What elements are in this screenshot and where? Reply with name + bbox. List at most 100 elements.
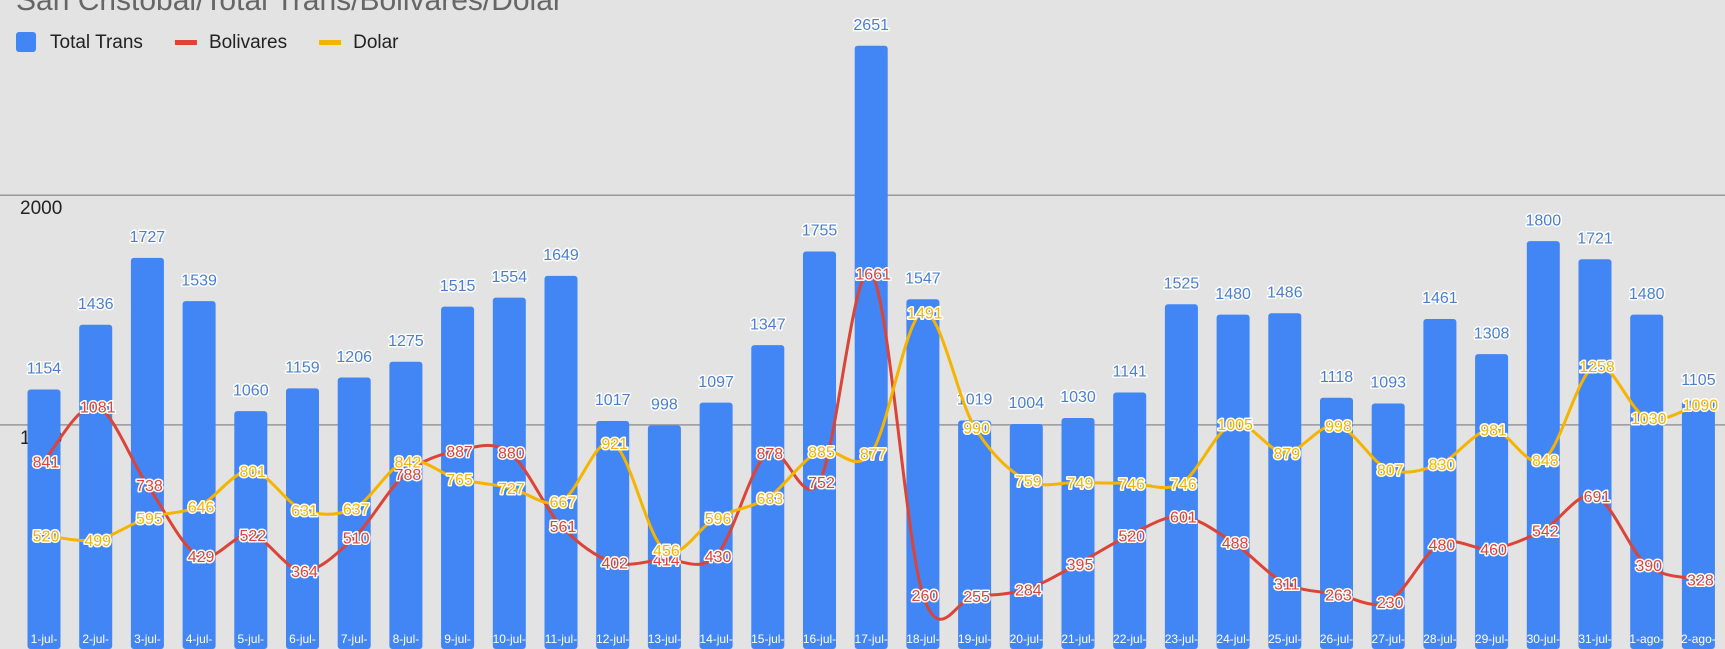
line-value-label: 429 bbox=[188, 549, 215, 566]
bar-value-label: 1727 bbox=[130, 229, 166, 246]
line-value-label: 841 bbox=[33, 455, 60, 472]
bar bbox=[1009, 423, 1043, 649]
bar-value-label: 1093 bbox=[1370, 375, 1406, 392]
x-tick-label: 27-jul- bbox=[1372, 632, 1405, 646]
bar bbox=[27, 389, 61, 649]
x-tick-label: 9-jul- bbox=[444, 632, 471, 646]
line-value-label: 848 bbox=[1532, 453, 1559, 470]
line-value-label: 1258 bbox=[1579, 359, 1615, 376]
x-tick-label: 5-jul- bbox=[237, 632, 264, 646]
bar-value-label: 1800 bbox=[1526, 212, 1562, 229]
line-value-label: 542 bbox=[1532, 523, 1559, 540]
line-value-label: 390 bbox=[1635, 558, 1662, 575]
line-value-label: 284 bbox=[1015, 583, 1042, 600]
x-tick-label: 18-jul- bbox=[906, 632, 939, 646]
x-tick-label: 29-jul- bbox=[1475, 632, 1508, 646]
x-tick-label: 2-jul- bbox=[82, 632, 109, 646]
line-value-label: 830 bbox=[1429, 457, 1456, 474]
bar-value-label: 1755 bbox=[802, 223, 838, 240]
bar-value-label: 1159 bbox=[285, 360, 320, 377]
bar-value-label: 1275 bbox=[388, 333, 424, 350]
bar-value-label: 1141 bbox=[1112, 364, 1147, 381]
x-tick-label: 28-jul- bbox=[1423, 632, 1456, 646]
bar bbox=[854, 45, 888, 649]
x-tick-label: 12-jul- bbox=[596, 632, 629, 646]
bar-value-label: 1097 bbox=[698, 374, 734, 391]
line-value-label: 879 bbox=[1273, 446, 1300, 463]
bar bbox=[596, 420, 630, 649]
line-value-label: 430 bbox=[705, 549, 732, 566]
line-value-label: 1081 bbox=[80, 399, 116, 416]
bar-value-label: 2651 bbox=[853, 17, 889, 34]
line-value-label: 738 bbox=[136, 478, 163, 495]
line-value-label: 842 bbox=[395, 454, 422, 471]
line-value-label: 801 bbox=[239, 464, 266, 481]
legend-label: Dolar bbox=[353, 32, 399, 53]
bar bbox=[79, 324, 113, 649]
x-tick-label: 23-jul- bbox=[1165, 632, 1198, 646]
x-tick-label: 22-jul- bbox=[1113, 632, 1146, 646]
bar bbox=[1216, 314, 1250, 649]
bar-value-label: 1030 bbox=[1060, 389, 1096, 406]
bar-value-label: 1154 bbox=[27, 361, 62, 378]
x-tick-label: 1-jul- bbox=[31, 632, 58, 646]
x-tick-label: 7-jul- bbox=[341, 632, 368, 646]
bar-value-label: 1461 bbox=[1422, 290, 1458, 307]
line-value-label: 990 bbox=[963, 420, 990, 437]
bar-value-label: 1206 bbox=[336, 349, 372, 366]
bar-value-label: 1017 bbox=[595, 392, 631, 409]
x-tick-label: 17-jul- bbox=[855, 632, 888, 646]
bar bbox=[699, 402, 733, 649]
y-tick-label: 2000 bbox=[20, 198, 62, 219]
x-tick-label: 21-jul- bbox=[1061, 632, 1094, 646]
line-value-label: 746 bbox=[1118, 476, 1145, 493]
line-value-label: 788 bbox=[395, 467, 422, 484]
bar-value-label: 1539 bbox=[181, 272, 217, 289]
line-value-label: 877 bbox=[860, 446, 887, 463]
bar-value-label: 1004 bbox=[1009, 395, 1045, 412]
x-tick-label: 25-jul- bbox=[1268, 632, 1301, 646]
bar bbox=[492, 297, 526, 649]
legend-swatch bbox=[319, 40, 342, 45]
line-value-label: 1090 bbox=[1683, 397, 1719, 414]
line-value-label: 749 bbox=[1067, 476, 1094, 493]
bar bbox=[1268, 313, 1302, 649]
line-value-label: 631 bbox=[291, 503, 318, 520]
bar-value-label: 1436 bbox=[78, 296, 114, 313]
legend-swatch bbox=[174, 40, 197, 45]
bar-value-label: 1515 bbox=[440, 278, 476, 295]
bar-value-label: 1554 bbox=[492, 269, 528, 286]
bar bbox=[182, 301, 216, 649]
bar bbox=[544, 275, 578, 649]
bar bbox=[286, 388, 319, 649]
legend-swatch bbox=[16, 32, 36, 52]
bar bbox=[1164, 304, 1198, 649]
line-value-label: 488 bbox=[1222, 536, 1249, 553]
x-tick-label: 30-jul- bbox=[1527, 632, 1560, 646]
line bbox=[42, 270, 1699, 621]
line-value-label: 601 bbox=[1170, 510, 1197, 527]
line-value-label: 520 bbox=[33, 528, 60, 545]
line-value-label: 456 bbox=[653, 543, 680, 560]
bar bbox=[1475, 354, 1509, 649]
bar bbox=[1113, 392, 1147, 649]
line-value-label: 1005 bbox=[1217, 417, 1253, 434]
bar-value-label: 998 bbox=[651, 397, 678, 414]
x-tick-label: 16-jul- bbox=[803, 632, 836, 646]
bar bbox=[1061, 417, 1095, 649]
line-value-label: 595 bbox=[136, 511, 163, 528]
bar-value-label: 1721 bbox=[1577, 230, 1613, 247]
line-value-label: 402 bbox=[601, 555, 628, 572]
bar bbox=[1423, 318, 1457, 649]
line-value-label: 520 bbox=[1118, 528, 1145, 545]
x-tick-label: 3-jul- bbox=[134, 632, 161, 646]
line-value-label: 981 bbox=[1480, 422, 1507, 439]
line-value-label: 921 bbox=[601, 436, 628, 453]
line-value-label: 260 bbox=[912, 588, 939, 605]
bar bbox=[1320, 397, 1353, 649]
line-value-label: 727 bbox=[498, 481, 525, 498]
x-tick-label: 31-jul- bbox=[1578, 632, 1611, 646]
line-value-label: 328 bbox=[1687, 572, 1714, 589]
x-tick-label: 26-jul- bbox=[1320, 632, 1353, 646]
